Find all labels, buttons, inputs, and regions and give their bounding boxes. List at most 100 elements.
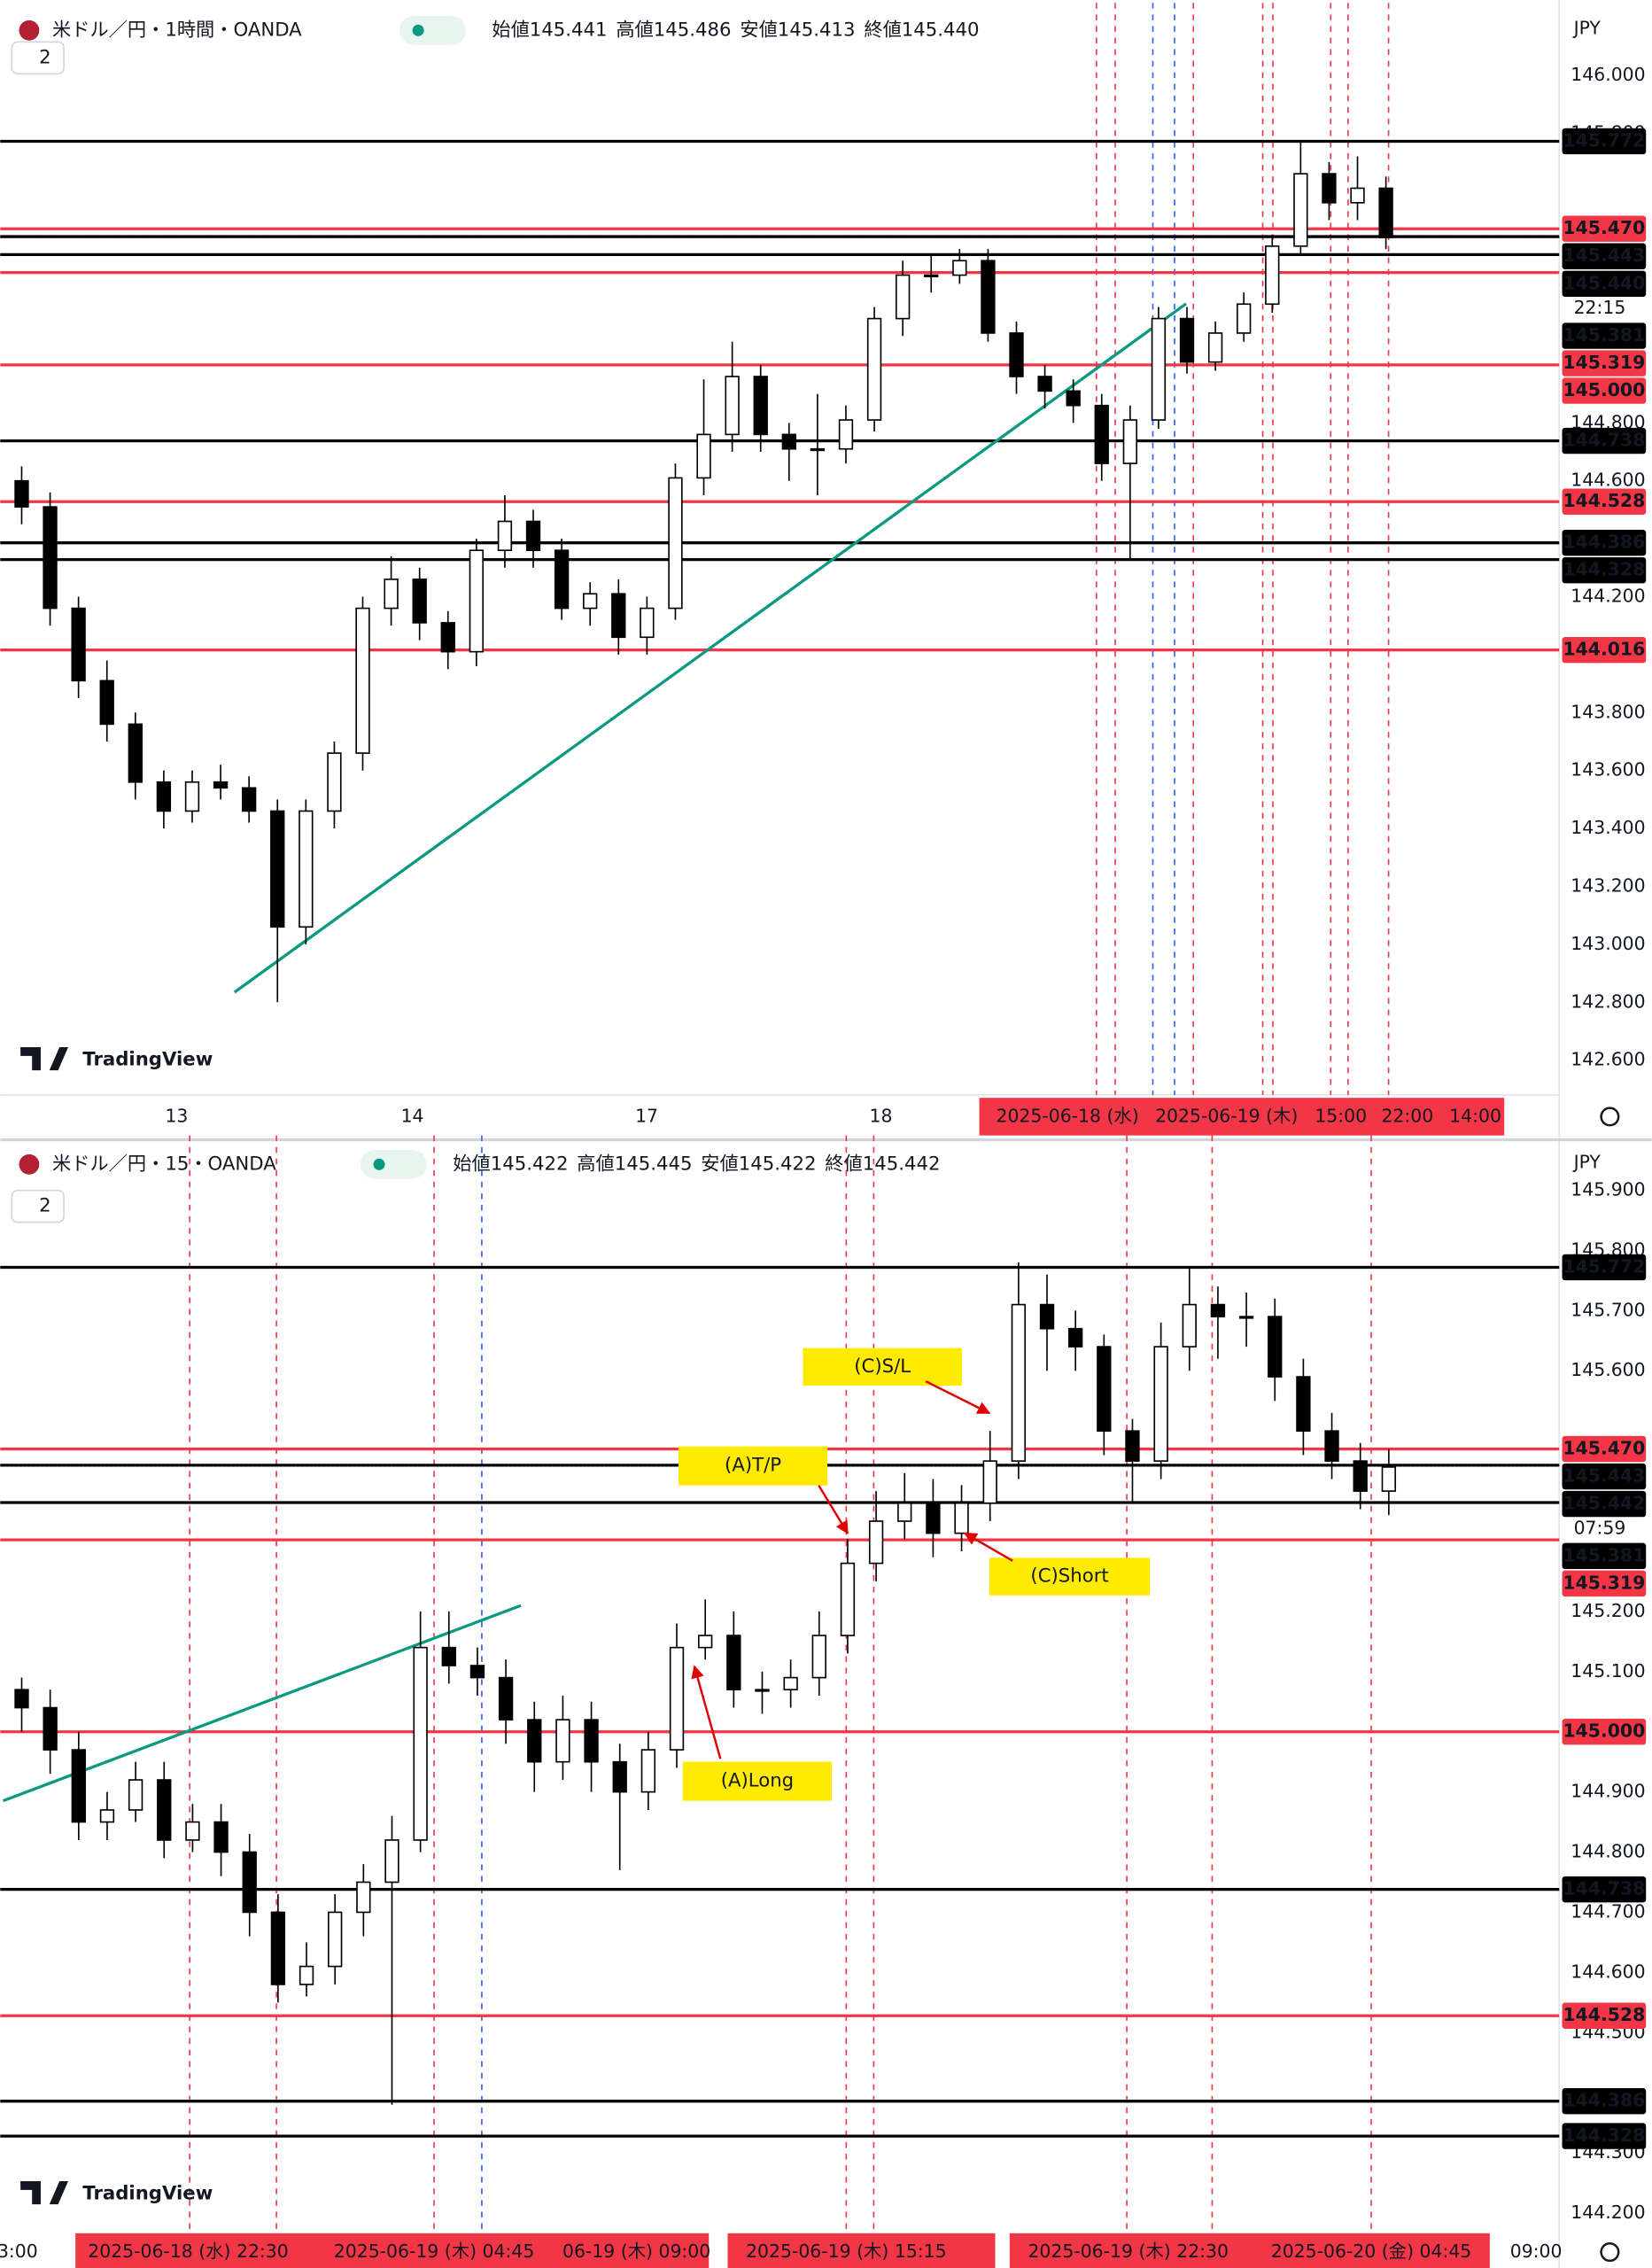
y-tick-label: 143.000 xyxy=(1571,933,1645,954)
candle-body xyxy=(555,1719,570,1763)
candle-body xyxy=(270,1911,286,1985)
candle-body xyxy=(1324,1430,1339,1462)
candle-body xyxy=(527,1719,542,1763)
price-label-bg xyxy=(1562,270,1647,297)
candle-body xyxy=(1210,1303,1226,1317)
candle-body xyxy=(525,520,541,552)
price-label: 144.328 xyxy=(1563,2124,1645,2146)
candle-body xyxy=(1182,1303,1197,1348)
y-tick-label: 144.700 xyxy=(1571,1900,1645,1922)
annotation-box xyxy=(678,1446,828,1486)
y-tick-label: 143.800 xyxy=(1571,701,1645,722)
candle-body xyxy=(1179,317,1195,363)
price-label: 144.386 xyxy=(1563,532,1645,553)
interval-badge xyxy=(11,41,65,75)
settings-icon[interactable] xyxy=(1600,1107,1620,1127)
x-highlight-label: 2025-06-19 (木) 22:30 xyxy=(1028,2241,1229,2262)
candle-body xyxy=(469,549,485,653)
price-label-bg xyxy=(1562,2087,1647,2115)
annotation-arrow xyxy=(818,1485,849,1534)
ohlc-label: 高値 xyxy=(577,1153,614,1175)
price-label-bg xyxy=(1562,557,1647,584)
annotation-text: (A)Long xyxy=(721,1770,794,1792)
candle-body xyxy=(469,1665,485,1679)
price-label: 145.440 xyxy=(1563,272,1645,293)
price-label: 145.442 xyxy=(1563,1493,1645,1514)
candle-body xyxy=(1322,173,1337,204)
symbol-title: 米ドル／円・1時間・OANDA xyxy=(52,19,302,41)
x-highlight-label: 2025-06-19 (木) xyxy=(1155,1105,1298,1126)
ohlc-value: 145.445 xyxy=(615,1153,693,1175)
status-badge xyxy=(360,1149,427,1179)
price-label-bg xyxy=(1562,2002,1647,2029)
candle-body xyxy=(99,680,114,726)
candle-body xyxy=(952,260,967,276)
trend-line xyxy=(233,302,1187,994)
price-label-bg xyxy=(1562,377,1647,404)
price-label: 145.000 xyxy=(1563,379,1645,400)
flag-icon xyxy=(19,1153,40,1175)
x-highlight-label: 2025-06-19 (木) 04:45 xyxy=(334,2241,535,2262)
price-label: 145.772 xyxy=(1563,129,1645,151)
price-label: 144.328 xyxy=(1563,559,1645,580)
candle-body xyxy=(1009,332,1024,377)
candle-body xyxy=(71,607,86,682)
candle-body xyxy=(156,781,172,812)
y-tick-label: 144.800 xyxy=(1571,1841,1645,1862)
brand: TradingView xyxy=(82,1049,213,1071)
candle-body xyxy=(128,723,143,783)
price-label: 145.443 xyxy=(1563,245,1645,266)
flag-icon xyxy=(19,19,40,41)
x-tick-label: 14 xyxy=(401,1105,424,1126)
price-label: 145.772 xyxy=(1563,1255,1645,1277)
y-tick-label: 142.600 xyxy=(1571,1049,1645,1070)
candle-body xyxy=(1293,173,1308,247)
y-tick-label: 144.600 xyxy=(1571,1961,1645,1982)
price-label: 145.381 xyxy=(1563,324,1645,346)
candle-body xyxy=(440,622,455,653)
ohlc: 始値145.441 高値145.486 安値145.413 終値145.440 xyxy=(492,19,979,41)
x-tick-label: 17 xyxy=(635,1105,658,1126)
candle-body xyxy=(1122,419,1138,464)
candle-body xyxy=(1237,303,1252,334)
ohlc-value: 145.422 xyxy=(739,1153,817,1175)
price-label: 145.000 xyxy=(1563,1720,1645,1742)
price-label: 145.470 xyxy=(1563,217,1645,238)
candle-body xyxy=(1094,404,1109,464)
status-dot xyxy=(412,24,424,36)
candle-body xyxy=(184,781,200,812)
y-tick-label: 143.400 xyxy=(1571,817,1645,838)
ohlc-value: 145.440 xyxy=(902,19,980,41)
currency-label: JPY xyxy=(1572,1152,1602,1173)
candle-body xyxy=(838,419,854,450)
candle-body xyxy=(926,1502,941,1534)
ohlc-label: 安値 xyxy=(740,19,777,41)
interval-badge xyxy=(11,1189,65,1223)
x-highlight-label: 2025-06-20 (金) 04:45 xyxy=(1271,2241,1472,2262)
price-label: 144.528 xyxy=(1563,490,1645,511)
settings-icon[interactable] xyxy=(1600,2242,1620,2263)
candle-body xyxy=(413,1646,428,1841)
annotation-arrow xyxy=(925,1380,991,1415)
candle-body xyxy=(1039,1303,1055,1330)
y-tick-label: 145.200 xyxy=(1571,1600,1645,1621)
candle-body xyxy=(669,1646,685,1751)
y-tick-label: 145.700 xyxy=(1571,1299,1645,1320)
ohlc-value: 145.441 xyxy=(530,19,608,41)
price-label-bg xyxy=(1562,1435,1647,1463)
x-highlight-label: 2025-06-18 (水) xyxy=(997,1105,1139,1126)
brand-logo xyxy=(20,1047,68,1071)
x-tick-label: 09:00 xyxy=(1510,2241,1563,2262)
candle-body xyxy=(328,1911,343,1968)
countdown: 07:59 xyxy=(1574,1517,1626,1538)
annotation-arrow xyxy=(963,1532,1013,1562)
candle-body xyxy=(924,274,939,278)
y-tick-label: 144.200 xyxy=(1571,586,1645,607)
candle-body xyxy=(384,579,399,610)
candle-body xyxy=(213,1821,229,1853)
ohlc-label: 安値 xyxy=(701,1153,738,1175)
price-label-bg xyxy=(1562,1490,1647,1518)
candle-body xyxy=(412,579,427,624)
candle-body xyxy=(668,477,683,610)
